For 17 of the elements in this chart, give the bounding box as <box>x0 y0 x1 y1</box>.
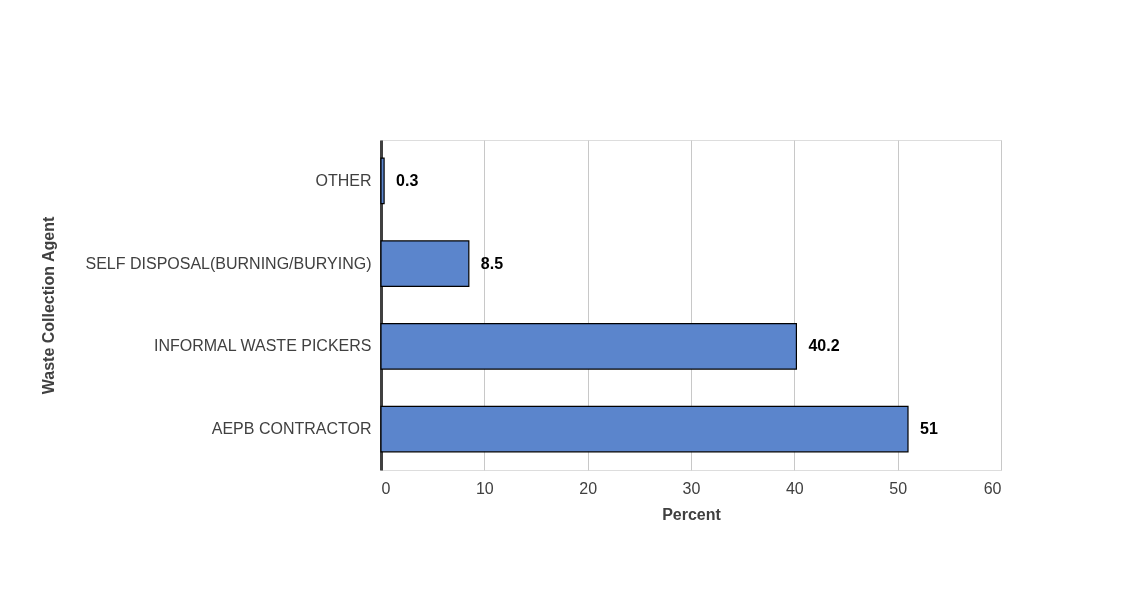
x-tick-label: 0 <box>381 479 391 497</box>
x-tick-label: 10 <box>475 479 494 497</box>
data-label: 8.5 <box>480 254 504 272</box>
y-tick-label: OTHER <box>315 171 372 189</box>
data-label: 0.3 <box>396 171 419 189</box>
y-axis-title: Waste Collection Agent <box>39 216 57 395</box>
x-tick-label: 40 <box>785 479 804 497</box>
y-tick-label: SELF DISPOSAL(BURNING/BURYING) <box>85 254 372 272</box>
y-tick-label: INFORMAL WASTE PICKERS <box>153 337 372 355</box>
y-tick-label: AEPB CONTRACTOR <box>211 420 372 438</box>
data-label: 51 <box>920 420 938 438</box>
x-tick-label: 20 <box>579 479 598 497</box>
x-tick-label: 30 <box>682 479 701 497</box>
x-tick-label: 50 <box>889 479 908 497</box>
data-label: 40.2 <box>808 337 840 355</box>
x-axis-title: Percent <box>662 505 722 523</box>
x-tick-label: 60 <box>983 479 1002 497</box>
